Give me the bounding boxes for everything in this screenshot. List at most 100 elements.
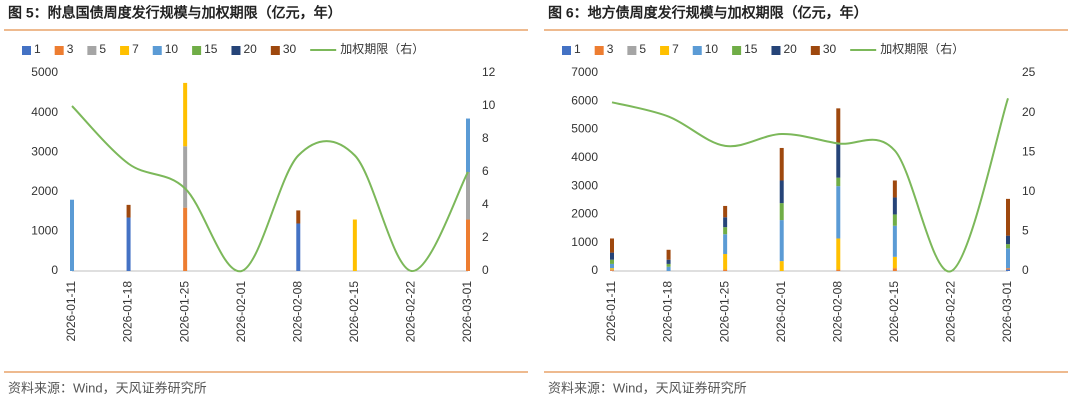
y2-tick-label: 15 — [1022, 144, 1036, 158]
bar-segment — [1006, 244, 1010, 249]
legend-label: 15 — [204, 42, 218, 56]
bar-segment — [352, 219, 357, 271]
bar-segment — [723, 234, 728, 255]
y2-tick-label: 12 — [482, 65, 496, 79]
chart-panel: 图 6：地方债周度发行规模与加权期限（亿元，年） 资料来源：Wind，天风证券研究… — [544, 5, 1068, 395]
x-tick-label: 2026-01-18 — [661, 281, 675, 343]
chart-title: 图 5：附息国债周度发行规模与加权期限（亿元，年） — [8, 5, 342, 21]
bar-segment — [666, 266, 671, 271]
legend-swatch — [87, 46, 97, 55]
x-tick-label: 2026-01-11 — [64, 281, 78, 342]
x-tick-label: 2026-01-11 — [604, 281, 618, 342]
x-tick-label: 2026-01-18 — [121, 281, 135, 343]
legend-swatch — [627, 46, 637, 55]
y-tick-label: 0 — [591, 263, 598, 277]
bar-segment — [836, 269, 841, 271]
legend-label: 1 — [34, 42, 41, 56]
bar-segment — [779, 147, 784, 181]
y-tick-label: 5000 — [571, 122, 598, 136]
chart-title: 图 6：地方债周度发行规模与加权期限（亿元，年） — [548, 5, 868, 21]
bar-segment — [610, 269, 614, 271]
bar-segment — [296, 210, 301, 224]
legend-label: 5 — [639, 42, 646, 56]
bar-segment — [610, 263, 614, 269]
y-tick-label: 7000 — [571, 65, 598, 79]
x-tick-label: 2026-03-01 — [460, 281, 474, 343]
legend-swatch — [692, 46, 702, 55]
bar-segment — [296, 223, 301, 271]
y2-tick-label: 20 — [1022, 105, 1036, 119]
legend-label: 5 — [99, 42, 106, 56]
y-tick-label: 5000 — [31, 65, 58, 79]
y2-tick-label: 2 — [482, 230, 489, 244]
bar-segment — [610, 238, 614, 253]
bar-segment — [836, 238, 841, 270]
y-tick-label: 6000 — [571, 93, 598, 107]
x-tick-label: 2026-02-08 — [290, 281, 304, 343]
legend-label: 3 — [67, 42, 74, 56]
bar-segment — [836, 108, 841, 144]
chart-panel: 图 5：附息国债周度发行规模与加权期限（亿元，年） 资料来源：Wind，天风证券研… — [4, 5, 528, 395]
legend-swatch — [120, 46, 130, 55]
bar-segment — [126, 217, 131, 271]
bar-segment — [836, 186, 841, 239]
source-note: 资料来源：Wind，天风证券研究所 — [8, 380, 207, 395]
y2-tick-label: 6 — [482, 164, 489, 178]
legend-swatch — [732, 46, 742, 55]
bar-segment — [610, 268, 614, 270]
legend-label: 20 — [783, 42, 797, 56]
x-tick-label: 2026-02-15 — [887, 281, 901, 343]
bar-segment — [666, 259, 671, 264]
x-tick-label: 2026-01-25 — [717, 281, 731, 343]
x-tick-label: 2026-01-25 — [177, 281, 191, 343]
bar-segment — [723, 269, 728, 271]
x-tick-label: 2026-02-08 — [830, 281, 844, 343]
legend-swatch — [231, 46, 241, 55]
bar-segment — [892, 256, 897, 269]
y-tick-label: 2000 — [571, 207, 598, 221]
x-tick-label: 2026-02-22 — [404, 281, 418, 343]
y-tick-label: 3000 — [31, 144, 58, 158]
y2-tick-label: 0 — [482, 263, 489, 277]
y-tick-label: 1000 — [571, 235, 598, 249]
legend-label: 10 — [705, 42, 719, 56]
bar-segment — [892, 180, 897, 198]
bar-segment — [610, 259, 614, 264]
legend-label: 加权期限（右） — [880, 41, 964, 56]
legend-swatch — [270, 46, 280, 55]
bar-segment — [892, 214, 897, 226]
bar-segment — [610, 270, 614, 271]
y2-tick-label: 5 — [1022, 224, 1029, 238]
bar-segment — [183, 82, 188, 147]
bar-segment — [126, 204, 131, 218]
legend-label: 30 — [283, 42, 297, 56]
y2-tick-label: 8 — [482, 131, 489, 145]
bar-segment — [1006, 235, 1010, 245]
bar-segment — [723, 227, 728, 235]
x-tick-label: 2026-03-01 — [1000, 281, 1014, 343]
y2-tick-label: 4 — [482, 197, 489, 211]
bar-segment — [70, 199, 74, 271]
bar-segment — [1006, 268, 1010, 270]
bar-segment — [892, 225, 897, 257]
y-tick-label: 2000 — [31, 184, 58, 198]
bar-segment — [723, 205, 728, 218]
bar-segment — [836, 177, 841, 187]
legend-label: 10 — [165, 42, 179, 56]
legend-label: 3 — [607, 42, 614, 56]
bar-segment — [779, 180, 784, 204]
legend-swatch — [152, 46, 162, 55]
y2-tick-label: 10 — [482, 98, 496, 112]
bar-segment — [779, 261, 784, 271]
bar-segment — [892, 197, 897, 215]
legend-swatch — [192, 46, 202, 55]
bar-segment — [1006, 198, 1010, 236]
legend-swatch — [771, 46, 781, 55]
y-tick-label: 4000 — [31, 105, 58, 119]
bar-segment — [723, 254, 728, 270]
legend-label: 20 — [243, 42, 257, 56]
y2-tick-label: 0 — [1022, 263, 1029, 277]
bar-segment — [1006, 269, 1010, 271]
bar-segment — [779, 220, 784, 262]
